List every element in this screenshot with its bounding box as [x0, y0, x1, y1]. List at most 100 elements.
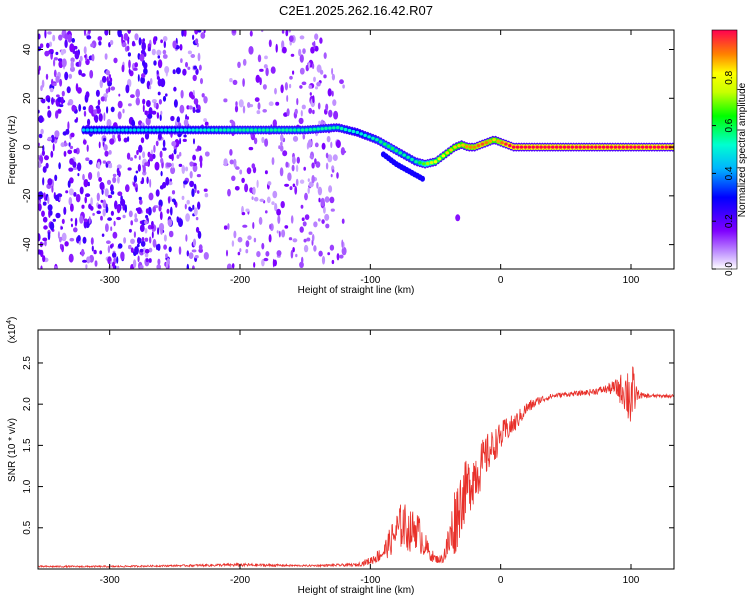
spectrogram-noise-speckle [312, 95, 315, 104]
spectrogram-noise-speckle [195, 38, 199, 44]
spectrogram-track-core [547, 145, 551, 149]
spectrogram-noise-speckle [317, 218, 321, 222]
spectrogram-noise-speckle [58, 236, 62, 243]
spectrogram-noise-speckle [47, 110, 52, 118]
colorbar-tick-label: 0.0 [724, 262, 735, 276]
spectrogram-track-core [664, 145, 668, 149]
spectrogram-noise-speckle [267, 181, 272, 186]
spectrogram-y-label: Frequency (Hz) [7, 116, 18, 185]
spectrogram-noise-speckle [282, 46, 287, 54]
spectrogram-noise-speckle [157, 132, 162, 141]
spectrogram-track-core [257, 128, 262, 132]
spectrogram-noise-speckle [149, 156, 154, 162]
spectrogram-noise-speckle [112, 173, 117, 178]
spectrogram-noise-speckle [99, 182, 105, 190]
snr-scale-exponent: 4 [6, 320, 13, 324]
spectrogram-noise-speckle [61, 58, 67, 68]
spectrogram-track-core [433, 160, 438, 164]
spectrogram-noise-speckle [64, 39, 68, 48]
spectrogram-noise-speckle [112, 231, 118, 239]
spectrogram-noise-speckle [45, 73, 49, 80]
spectrogram-noise-speckle [280, 201, 285, 209]
snr-scale-close: ) [7, 317, 18, 320]
spectrogram-noise-speckle [108, 74, 112, 78]
spectrogram-noise-speckle [156, 264, 161, 269]
spectrogram-noise-speckle [303, 244, 309, 253]
spectrogram-noise-speckle [330, 173, 333, 178]
spectrogram-noise-speckle [90, 43, 94, 48]
spectrogram-noise-speckle [109, 138, 115, 145]
spectrogram-noise-speckle [246, 167, 252, 175]
spectrogram-noise-speckle [135, 207, 140, 212]
spectrogram-track-core [359, 132, 364, 136]
spectrogram-track-core [539, 145, 543, 149]
snr-x-tick-label: -200 [230, 575, 250, 586]
spectrogram-noise-speckle [105, 223, 109, 233]
spectrogram-noise-speckle [110, 244, 113, 249]
spectrogram-noise-speckle [183, 134, 187, 138]
spectrogram-track-core [425, 161, 430, 166]
spectrogram-noise-speckle [117, 243, 123, 249]
spectrogram-noise-speckle [275, 43, 278, 53]
spectrogram-noise-speckle [299, 67, 305, 75]
spectrogram-noise-speckle [67, 33, 72, 43]
spectrogram-noise-speckle [40, 128, 44, 135]
spectrogram-track-core [637, 145, 641, 149]
spectrogram-noise-speckle [272, 119, 277, 127]
spectrogram-noise-speckle [332, 99, 337, 106]
spectrogram-noise-speckle [304, 214, 310, 221]
spectrogram-noise-speckle [146, 176, 149, 184]
spectrogram-track-core [300, 128, 305, 132]
spectrogram-noise-speckle [120, 198, 126, 206]
spectrogram-noise-speckle [326, 135, 331, 143]
spectrogram-noise-speckle [314, 45, 319, 52]
spectrogram-x-tick-label: 100 [623, 275, 640, 286]
spectrogram-noise-speckle [200, 78, 203, 85]
spectrogram-noise-speckle [86, 256, 91, 264]
spectrogram-track-core [379, 140, 383, 144]
spectrogram-noise-speckle [60, 49, 65, 56]
spectrogram-noise-speckle [175, 67, 181, 75]
spectrogram-track-core [394, 149, 399, 153]
spectrogram-noise-speckle [226, 263, 232, 269]
snr-series-line [38, 366, 674, 569]
spectrogram-track-core [222, 128, 227, 132]
colorbar-label: Normalized spectral amplitude [737, 82, 748, 217]
spectrogram-noise-speckle [134, 217, 139, 223]
spectrogram-noise-speckle [98, 141, 101, 149]
spectrogram-noise-speckle [112, 134, 116, 140]
spectrogram-noise-speckle [158, 205, 162, 212]
spectrogram-track-core [625, 145, 629, 149]
spectrogram-noise-speckle [57, 231, 60, 239]
spectrogram-noise-speckle [299, 85, 303, 89]
spectrogram-noise-speckle [134, 62, 138, 68]
spectrogram-noise-speckle [85, 91, 90, 99]
spectrogram-noise-speckle [241, 177, 245, 183]
spectrogram-track-core [441, 154, 446, 158]
spectrogram-track-core [249, 128, 254, 132]
spectrogram-noise-speckle [116, 265, 120, 269]
spectrogram-noise-speckle [259, 198, 265, 202]
spectrogram-track-core [590, 145, 594, 149]
spectrogram-noise-speckle [63, 142, 68, 147]
spectrogram-track-core [289, 128, 293, 132]
spectrogram-noise-speckle [325, 152, 329, 159]
spectrogram-noise-speckle [285, 161, 289, 168]
spectrogram-noise-speckle [42, 201, 47, 206]
spectrogram-noise-speckle [261, 30, 264, 33]
spectrogram-noise-speckle [63, 150, 67, 157]
spectrogram-noise-speckle [279, 167, 284, 177]
spectrogram-noise-speckle [106, 240, 111, 244]
snr-x-label: Height of straight line (km) [298, 585, 415, 596]
spectrogram-noise-speckle [203, 30, 206, 34]
spectrogram-noise-speckle [298, 117, 304, 125]
spectrogram-track-core [609, 145, 614, 149]
spectrogram-noise-speckle [262, 109, 268, 113]
spectrogram-noise-speckle [341, 218, 345, 224]
spectrogram-track-core [621, 145, 625, 149]
spectrogram-noise-speckle [142, 104, 145, 113]
spectrogram-noise-speckle [104, 188, 109, 197]
spectrogram-noise-speckle [278, 230, 281, 238]
spectrogram-noise-speckle [113, 57, 118, 64]
